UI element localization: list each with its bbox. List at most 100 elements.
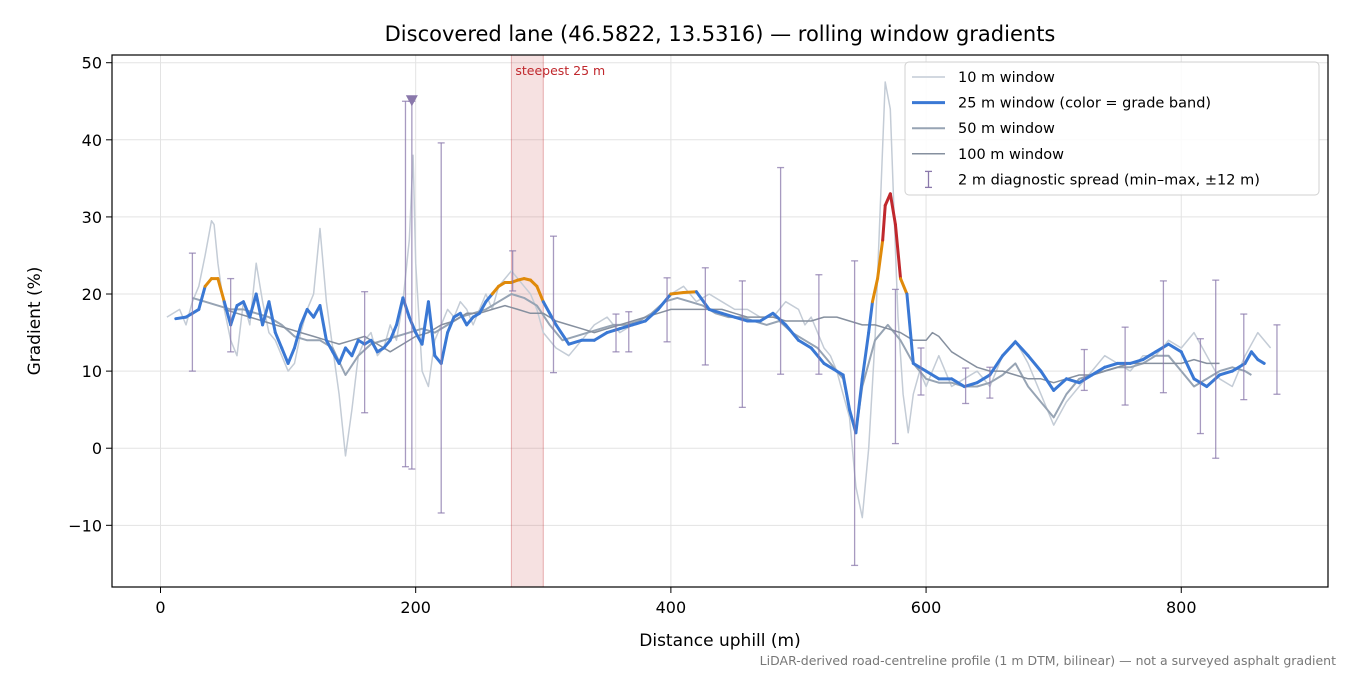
series-25m-segment-84 [860,331,871,381]
series-25m-segment-45 [465,315,475,327]
series-25m-segment-3 [197,284,207,311]
series-25m-segment-79 [822,361,839,373]
series-25m-segment-27 [350,338,360,358]
series-25m-segment-49 [490,284,501,296]
series-25m-segment-106 [1064,377,1081,385]
series-25m-segment-23 [324,338,335,354]
series-25m-segment-24 [331,350,341,365]
series-25m-segment-66 [656,292,673,311]
series-25m-segment-117 [1205,373,1222,389]
plot-frame [111,54,1329,588]
legend-label-2: 50 m window [958,121,1055,137]
series-25m-segment-32 [382,338,392,350]
series-25m-segment-25 [337,346,348,365]
series-25m-segment-103 [1026,354,1043,373]
series-25m-segment-115 [1179,350,1196,381]
legend-box [904,61,1320,196]
series-25m-segment-69 [694,290,711,311]
series-25m-segment-58 [554,323,571,346]
x-tick-label-1: 200 [400,598,431,617]
legend-label-3: 100 m window [958,147,1064,163]
series-25m-segment-38 [420,300,430,346]
series-25m-segment-120 [1243,350,1253,365]
series-25m-segment-19 [299,307,309,327]
highlight-band [510,54,544,588]
y-tick-label-2: 10 [82,362,102,381]
series-25m-segment-71 [720,311,737,319]
series-25m-segment-11 [248,292,258,319]
highlight-band-label: steepest 25 m [515,63,605,78]
series-25m-segment-63 [618,323,635,331]
series-25m-segment-102 [1013,340,1030,358]
series-25m-segment-7 [222,300,233,327]
series-25m-segment-114 [1167,342,1183,354]
footnote: LiDAR-derived road-centreline profile (1… [760,653,1336,668]
highlight-band-group: steepest 25 m [510,54,605,588]
series-25m-segment-86 [870,277,880,304]
series-25m-segment-44 [458,311,469,327]
series-25m-segment-95 [924,369,941,381]
series-25m-segment-91 [893,223,903,281]
series-25m-segment-10 [241,300,252,319]
y-axis-label: Gradient (%) [25,267,45,376]
series-25m-segment-70 [707,307,724,315]
marker-group [405,95,418,107]
series-25m-segment-121 [1249,350,1260,362]
series-25m-segment-4 [203,277,214,288]
series-25m-segment-105 [1052,377,1068,392]
series-25m-segment-20 [305,307,316,319]
series-25m-segment-93 [905,292,915,365]
series-25m-segment-119 [1230,361,1247,373]
series-25m-segment-78 [809,346,826,365]
y-tick-label-3: 20 [82,285,102,304]
y-tick-label-0: −10 [68,516,102,535]
series-25m-segment-62 [605,327,622,335]
series-25m-segment-87 [876,238,885,281]
series-25m-segment-74 [758,311,775,323]
y-tick-label-4: 30 [82,208,102,227]
series-25m-segment-39 [426,300,437,358]
series-25m-segment-6 [216,277,226,304]
series-25m-segment-47 [477,300,488,315]
triangle-marker [405,95,418,107]
grid-lines [112,55,1328,587]
x-tick-label-4: 800 [1166,598,1197,617]
series-25m-segment-41 [439,331,450,365]
series-25m-segment-30 [369,338,379,354]
y-tick-label-1: 0 [92,439,102,458]
series-25m-segment-34 [395,296,405,327]
series-25m-segment-61 [592,331,609,342]
x-axis-ticks: 0 200 400 600 800 [155,587,1197,617]
series-25m-segment-111 [1128,358,1145,365]
error-bars [188,100,1281,567]
legend-label-0: 10 m window [958,70,1055,86]
x-tick-label-3: 600 [911,598,942,617]
x-tick-label-2: 400 [656,598,687,617]
series-25m-segment-15 [273,331,284,350]
series-25m-segment-81 [841,373,852,412]
series-25m-segment-18 [292,323,303,350]
series-25m-segment-100 [988,354,1005,377]
series-line-3 [224,304,1220,384]
series-25m-segment-33 [388,323,399,342]
series-25m-segment-113 [1154,342,1171,354]
legend-label-4: 2 m diagnostic spread (min–max, ±12 m) [958,172,1260,188]
series-25m-segment-67 [669,290,686,296]
x-tick-label-0: 0 [155,598,165,617]
series-25m-segment-118 [1218,369,1234,377]
series-25m-segment-22 [318,304,328,342]
series-25m-segment-17 [286,346,296,365]
series-25m-segment-90 [888,192,897,227]
series-25m-segment-109 [1103,361,1119,369]
x-axis-label: Distance uphill (m) [639,631,800,651]
series-25m-segment-92 [899,277,909,296]
series-25m-segment-104 [1039,369,1056,392]
y-tick-label-6: 50 [82,54,102,73]
series-25m-segment-75 [771,311,788,327]
series-25m-segment-65 [643,307,660,323]
series-25m-segment-14 [267,300,277,335]
series-25m-segment-42 [446,315,456,335]
series-25m-segment-85 [867,300,874,335]
series-25m-segment-48 [484,292,494,304]
